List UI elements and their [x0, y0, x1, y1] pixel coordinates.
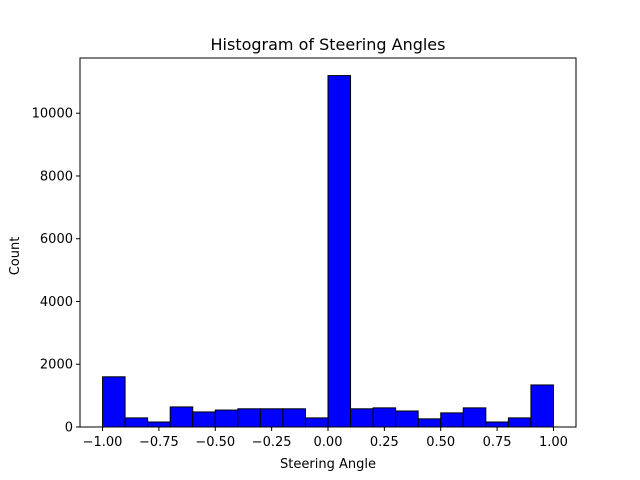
- x-tick-label: 1.00: [539, 435, 568, 450]
- x-tick-label: −1.00: [83, 435, 123, 450]
- histogram-bar: [214, 409, 239, 428]
- histogram-bar: [147, 421, 171, 428]
- y-axis: 0 2000 4000 6000 8000 10000: [32, 107, 80, 436]
- y-tick-label: 8000: [40, 169, 73, 184]
- histogram-bar: [440, 412, 464, 428]
- x-axis: −1.00 −0.75 −0.50 −0.25 0.00 0.25 0.50 0.75 1.00: [83, 427, 568, 450]
- histogram-bar: [507, 417, 532, 428]
- x-tick-label: 0.25: [370, 435, 399, 450]
- histogram-bar: [282, 408, 306, 428]
- x-axis-label: Steering Angle: [280, 457, 376, 472]
- x-tick-label: 0.75: [483, 435, 512, 450]
- histogram-bar: [259, 408, 284, 428]
- histogram-bar: [417, 418, 442, 428]
- histogram-bar: [485, 421, 509, 428]
- histogram-bar: [395, 410, 419, 428]
- x-tick-label: 0.50: [426, 435, 455, 450]
- x-tick-label: −0.25: [252, 435, 292, 450]
- histogram-bar: [327, 75, 352, 428]
- histogram-bar: [372, 407, 397, 428]
- histogram-bar: [192, 411, 216, 428]
- histogram-bar: [530, 384, 554, 428]
- histogram-bar: [462, 407, 487, 428]
- histogram-bar: [124, 417, 149, 428]
- y-tick-label: 0: [65, 421, 73, 436]
- y-tick-label: 6000: [40, 232, 73, 247]
- histogram-bar: [237, 408, 261, 428]
- x-tick-label: 0.00: [314, 435, 343, 450]
- y-tick-label: 2000: [40, 358, 73, 373]
- x-tick-label: −0.75: [139, 435, 179, 450]
- y-axis-label: Count: [8, 237, 23, 276]
- histogram-bar: [350, 408, 374, 428]
- histogram-bar: [169, 406, 194, 428]
- y-tick-label: 10000: [32, 107, 73, 122]
- x-tick-label: −0.50: [195, 435, 235, 450]
- y-tick-label: 4000: [40, 295, 73, 310]
- bars-group: [102, 75, 554, 428]
- chart-title: Histogram of Steering Angles: [211, 35, 446, 54]
- histogram-bar: [304, 417, 329, 428]
- histogram-bar: [102, 376, 126, 428]
